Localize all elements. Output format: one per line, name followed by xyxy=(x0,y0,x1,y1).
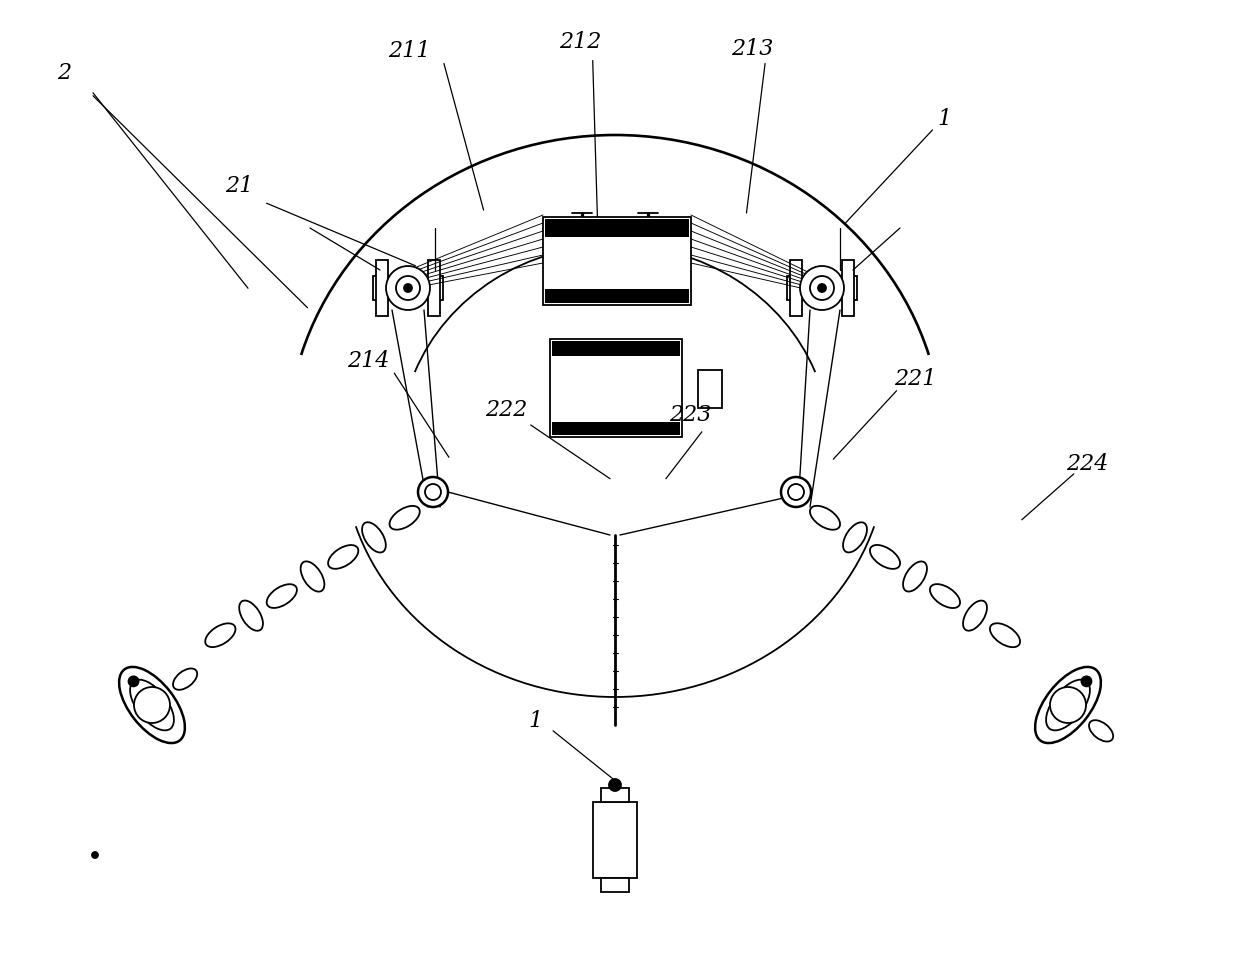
Bar xyxy=(790,260,802,316)
Ellipse shape xyxy=(239,601,263,631)
Text: 211: 211 xyxy=(388,40,430,62)
Circle shape xyxy=(129,676,139,687)
Circle shape xyxy=(1050,687,1086,723)
Circle shape xyxy=(781,477,811,507)
Circle shape xyxy=(818,284,826,292)
Bar xyxy=(428,260,440,316)
Ellipse shape xyxy=(119,667,185,743)
Bar xyxy=(698,370,722,408)
Ellipse shape xyxy=(206,623,236,647)
Ellipse shape xyxy=(903,562,928,591)
Ellipse shape xyxy=(1035,667,1101,743)
Bar xyxy=(593,802,637,878)
Text: 21: 21 xyxy=(226,175,253,196)
Bar xyxy=(601,788,629,802)
Bar xyxy=(601,878,629,892)
Circle shape xyxy=(1081,676,1091,687)
Circle shape xyxy=(396,276,420,300)
Bar xyxy=(543,217,691,305)
Ellipse shape xyxy=(329,545,358,569)
Ellipse shape xyxy=(930,584,960,608)
Text: 222: 222 xyxy=(485,400,527,421)
Text: 2: 2 xyxy=(57,63,72,84)
Ellipse shape xyxy=(389,506,420,530)
Ellipse shape xyxy=(300,562,325,592)
Bar xyxy=(787,276,857,300)
Ellipse shape xyxy=(963,601,987,631)
Ellipse shape xyxy=(1089,720,1114,742)
Text: 1: 1 xyxy=(528,710,543,732)
Ellipse shape xyxy=(810,506,839,530)
Bar xyxy=(546,219,689,237)
Circle shape xyxy=(418,477,448,507)
Bar xyxy=(376,260,388,316)
Circle shape xyxy=(609,779,621,791)
Ellipse shape xyxy=(174,668,197,690)
Circle shape xyxy=(425,484,441,500)
Ellipse shape xyxy=(870,545,900,569)
Circle shape xyxy=(800,266,844,310)
Bar xyxy=(552,422,680,435)
Ellipse shape xyxy=(1047,680,1090,731)
Text: 224: 224 xyxy=(1066,453,1109,475)
Ellipse shape xyxy=(362,523,386,552)
Ellipse shape xyxy=(130,680,174,731)
Text: 221: 221 xyxy=(894,368,936,390)
Ellipse shape xyxy=(843,523,867,552)
Text: 1: 1 xyxy=(937,108,952,130)
Bar xyxy=(552,341,680,356)
Bar xyxy=(373,276,443,300)
Bar xyxy=(842,260,854,316)
Circle shape xyxy=(92,852,98,858)
Ellipse shape xyxy=(267,584,296,608)
Circle shape xyxy=(810,276,835,300)
Ellipse shape xyxy=(990,623,1021,647)
Text: 212: 212 xyxy=(559,31,601,53)
Circle shape xyxy=(404,284,412,292)
Text: 213: 213 xyxy=(732,38,774,60)
Circle shape xyxy=(134,687,170,723)
Bar xyxy=(551,339,682,437)
Circle shape xyxy=(386,266,430,310)
Text: 223: 223 xyxy=(670,404,712,426)
Circle shape xyxy=(787,484,804,500)
Bar xyxy=(546,289,689,303)
Text: 214: 214 xyxy=(347,351,389,372)
